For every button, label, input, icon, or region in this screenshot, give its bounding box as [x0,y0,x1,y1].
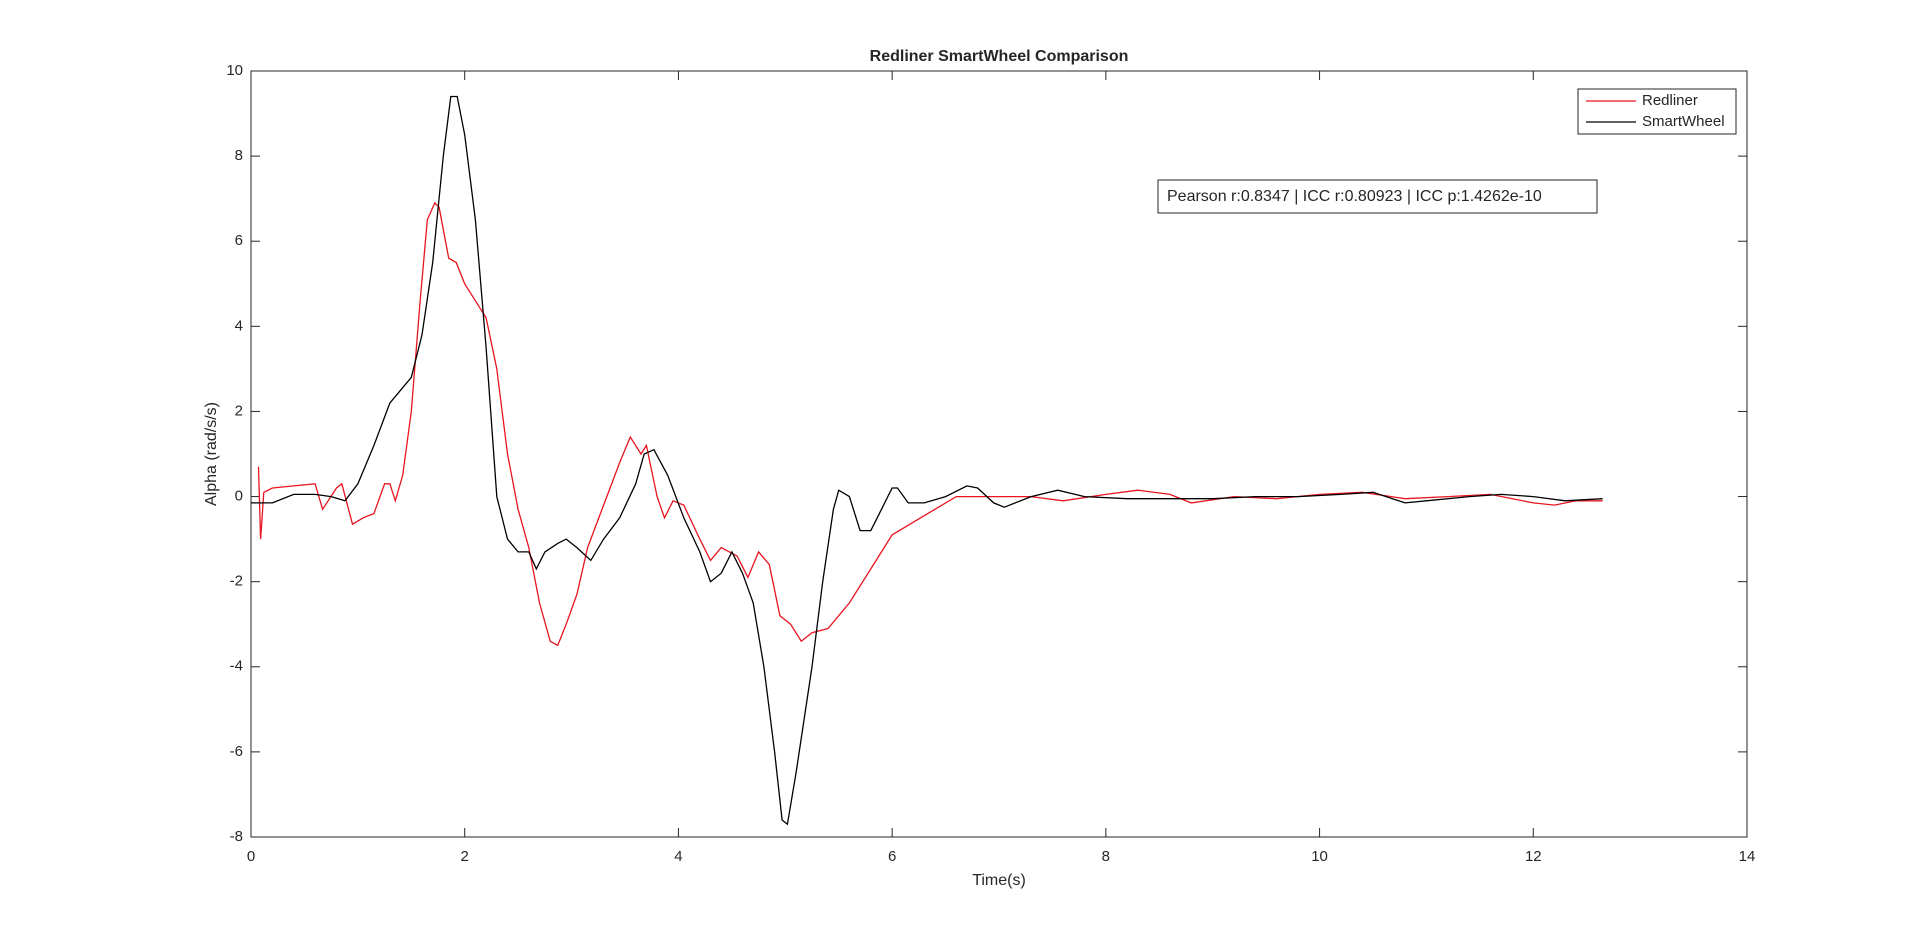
x-tick-label: 8 [1102,848,1110,865]
series-line [257,201,1603,647]
x-axis-label: Time(s) [972,872,1026,889]
legend-label: SmartWheel [1642,113,1725,130]
y-tick-label: -8 [230,828,243,845]
x-tick-label: 14 [1739,848,1756,865]
y-tick-label: 10 [226,62,243,79]
y-tick-label: 0 [235,488,243,505]
chart-title: Redliner SmartWheel Comparison [870,48,1129,65]
x-tick-label: 10 [1311,848,1328,865]
y-tick-label: 4 [235,317,243,334]
legend-box [1577,88,1737,135]
y-tick-label: -4 [230,658,243,675]
x-tick-label: 0 [247,848,255,865]
x-tick-label: 2 [461,848,469,865]
x-tick-label: 4 [674,848,682,865]
annotation-box [1157,179,1598,214]
x-tick-label: 6 [888,848,896,865]
y-axis-label: Alpha (rad/s/s) [203,402,220,506]
series-line [251,95,1603,826]
legend-label: Redliner [1642,92,1698,109]
y-tick-label: 6 [235,232,243,249]
x-tick-label: 12 [1525,848,1542,865]
y-tick-label: 2 [235,402,243,419]
y-tick-label: -6 [230,743,243,760]
y-tick-label: -2 [230,573,243,590]
annotation: Pearson r:0.8347 | ICC r:0.80923 | ICC p… [1167,188,1542,205]
y-tick-label: 8 [235,147,243,164]
